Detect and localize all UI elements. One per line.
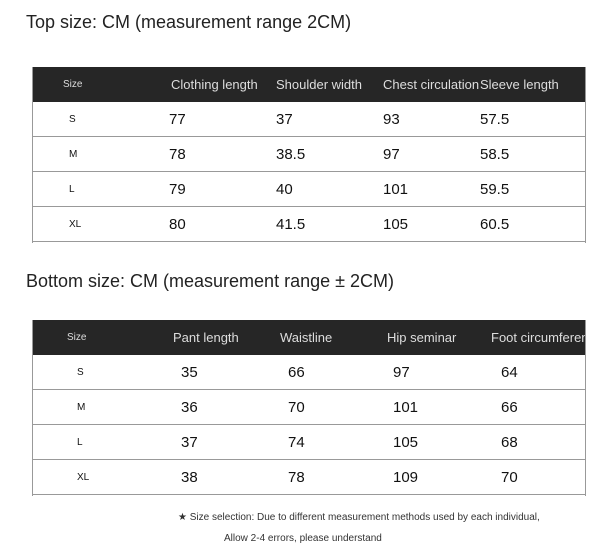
table-cell: 101 [393,399,419,416]
table-cell: 97 [393,364,410,381]
header-cell: Foot circumference [491,330,585,345]
table-cell: 38.5 [276,146,306,163]
table-cell: M [69,149,78,160]
table-cell: 37 [181,434,198,451]
header-cell: Sleeve length [480,77,559,92]
table-row: L 79 40 101 59.5 [33,172,585,207]
table-cell: 60.5 [480,216,510,233]
table-cell: L [69,184,75,195]
header-row: Size Clothing length Shoulder width Chest c… [33,67,585,102]
table-cell: 77 [169,111,186,128]
table-row: XL 38 78 109 70 [33,460,585,495]
table-cell: S [77,367,84,378]
note: Allow 2-4 errors, please understand [224,533,382,544]
table-cell: 66 [501,399,518,416]
table-cell: 41.5 [276,216,306,233]
table-row: XL 80 41.5 105 60.5 [33,207,585,242]
table-cell: 58.5 [480,146,510,163]
table-cell: S [69,114,76,125]
table-cell: 57.5 [480,111,510,128]
table-cell: L [77,437,83,448]
table-cell: 37 [276,111,293,128]
table-cell: 59.5 [480,181,510,198]
table-cell: XL [77,472,90,483]
table-cell: 105 [393,434,419,451]
table-cell: 40 [276,181,293,198]
table-cell: 93 [383,111,400,128]
table-row: S 35 66 97 64 [33,355,585,390]
header-cell: Waistline [280,330,333,345]
header-cell: Clothing length [171,77,258,92]
table-cell: 78 [288,469,305,486]
top-table: Size Clothing length Shoulder width Chest c… [32,67,586,243]
bottom-table: Size Pant length Waistline Hip seminar Foot … [32,320,586,496]
table-cell: 80 [169,216,186,233]
table-cell: 70 [501,469,518,486]
table-cell: 78 [169,146,186,163]
table-row: M 36 70 101 66 [33,390,585,425]
table-cell: 38 [181,469,198,486]
header-cell: Shoulder width [276,77,362,92]
table-cell: 66 [288,364,305,381]
table-cell: 109 [393,469,419,486]
header-cell: Hip seminar [387,330,457,345]
table-cell: 36 [181,399,198,416]
table-cell: XL [69,219,82,230]
header-cell: Pant length [173,330,239,345]
header-cell: Size [67,332,87,343]
bottom-title: Bottom size: CM (measurement range ± 2CM… [26,271,394,291]
top-title: Top size: CM (measurement range 2CM) [26,12,352,32]
table-cell: 68 [501,434,518,451]
table-row: L 37 74 105 68 [33,425,585,460]
table-cell: M [77,402,86,413]
header-cell: Size [63,79,83,90]
table-row: M 78 38.5 97 58.5 [33,137,585,172]
table-cell: 70 [288,399,305,416]
table-cell: 97 [383,146,400,163]
note: ★ Size selection: Due to different measu… [178,512,540,523]
table-cell: 105 [383,216,409,233]
table-cell: 101 [383,181,409,198]
table-row: S 77 37 93 57.5 [33,102,585,137]
table-cell: 74 [288,434,305,451]
table-cell: 64 [501,364,518,381]
header-row: Size Pant length Waistline Hip seminar Foot … [33,320,585,355]
table-cell: 79 [169,181,186,198]
table-cell: 35 [181,364,198,381]
header-cell: Chest circulation [383,77,480,92]
